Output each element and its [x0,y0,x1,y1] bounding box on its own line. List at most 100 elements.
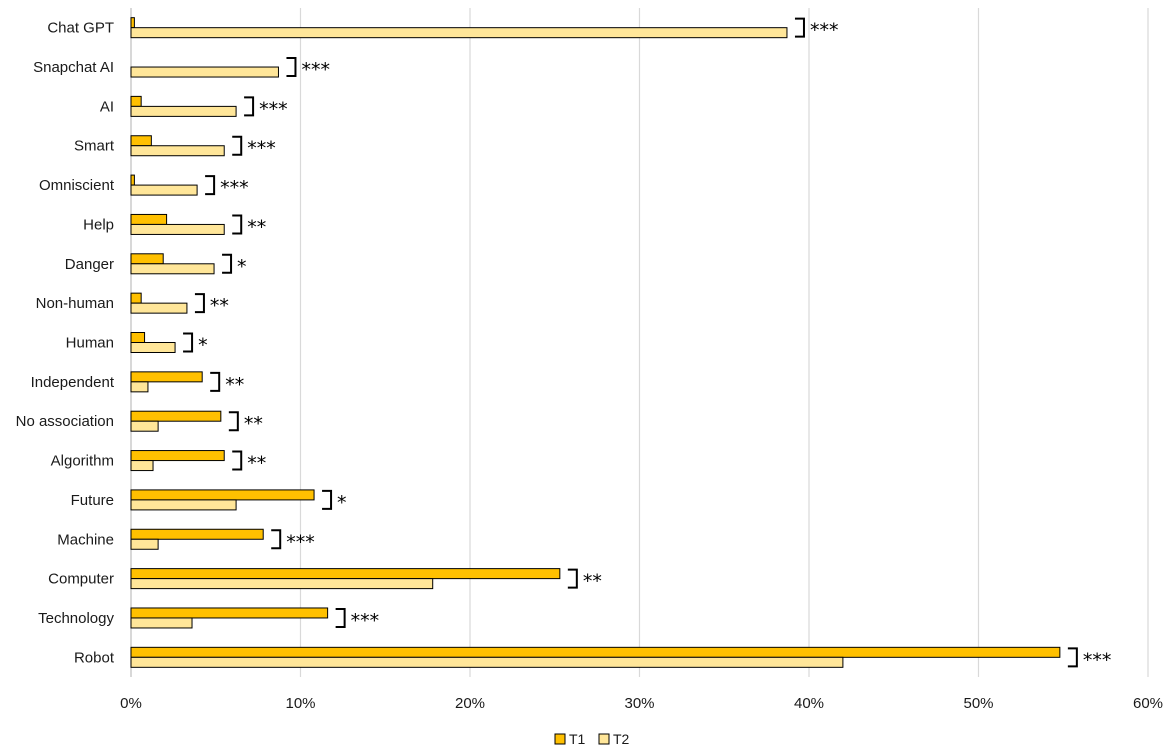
bar-t2 [130,263,215,275]
bar-t2 [130,578,434,590]
significance-bracket [232,135,243,156]
bar-t1 [130,95,142,107]
category-label: Computer [48,571,114,588]
x-tick-label: 50% [963,695,993,712]
x-tick-label: 40% [794,695,824,712]
significance-label: *** [259,98,288,120]
significance-label: ** [583,571,602,593]
bar-t2 [130,460,154,472]
gridlines [130,8,1149,677]
significance-label: * [337,492,347,514]
bar-t1 [130,253,164,265]
bar-t2 [130,105,237,117]
significance-bracket [222,253,233,274]
significance-label: *** [301,59,330,81]
bar-t2 [130,381,149,393]
bar-t2 [130,184,198,196]
bar-t2 [130,342,176,353]
x-tick-label: 30% [624,695,654,712]
bar-t1 [130,607,329,619]
bar-t2 [130,499,237,511]
significance-markers: *************************************** [183,17,1112,671]
category-label: Human [66,335,114,352]
bar-t1 [130,332,146,343]
x-tick-label: 10% [285,695,315,712]
bar-t2 [130,302,188,314]
bar-t2 [130,617,193,629]
significance-label: *** [351,610,380,632]
significance-label: ** [247,216,266,238]
bar-t1 [130,450,225,462]
category-label: Technology [38,610,114,627]
legend-label: T1 [569,731,586,747]
category-labels: Chat GPT Snapchat AI AI Smart Omniscient Help… [16,20,115,667]
category-label: Chat GPT [47,20,114,37]
legend-swatch-t2 [598,733,610,745]
category-label: Danger [65,256,114,273]
bar-t2 [130,538,159,550]
bar-t1 [130,135,152,147]
significance-bracket [286,57,297,78]
category-label: AI [100,98,114,115]
bar-t2 [130,223,225,235]
bar-t1 [130,213,168,225]
significance-bracket [567,568,578,589]
legend-swatch-t1 [554,733,566,745]
bar-t1 [130,528,264,540]
significance-label: *** [810,20,839,42]
significance-bracket [228,411,239,432]
significance-label: ** [210,295,229,317]
significance-bracket [335,607,346,628]
significance-bracket [271,529,282,550]
significance-bracket [794,17,805,38]
category-label: Robot [74,649,115,666]
significance-bracket [183,332,194,353]
significance-label: *** [220,177,249,199]
bar-t1 [130,489,315,501]
significance-bracket [1067,647,1078,668]
significance-label: ** [225,374,244,396]
category-label: Help [83,216,114,233]
significance-label: * [198,335,208,357]
category-label: Machine [57,531,114,548]
category-label: Snapchat AI [33,59,114,76]
category-label: Algorithm [51,453,114,470]
category-label: Smart [74,138,115,155]
significance-bracket [205,175,216,196]
bar-t1 [130,292,142,304]
x-tick-label: 60% [1133,695,1163,712]
significance-label: *** [286,531,315,553]
significance-label: * [237,256,247,278]
x-tick-label: 0% [120,695,142,712]
bar-t2 [130,66,279,78]
significance-bracket [232,450,243,471]
bar-t1 [130,371,203,383]
bar-t2 [130,420,159,432]
category-label: Omniscient [39,177,115,194]
significance-bracket [244,96,255,117]
significance-label: ** [244,413,263,435]
significance-bracket [210,371,221,392]
significance-bracket [322,489,333,510]
bar-t1 [130,174,135,186]
bar-t2 [130,145,225,157]
category-label: Future [71,492,114,509]
bar-t2 [130,656,844,668]
bar-t2 [130,27,788,39]
x-tick-labels: 0% 10% 20% 30% 40% 50% 60% [120,695,1163,712]
bar-t1 [130,410,222,422]
legend: T1 T2 [554,731,630,747]
significance-bracket [232,214,243,235]
bar-t1 [130,17,135,29]
significance-label: ** [247,453,266,475]
x-tick-label: 20% [455,695,485,712]
bar-t1 [130,568,561,580]
significance-bracket [194,293,205,314]
category-label: No association [16,413,114,430]
bars [130,17,1061,668]
bar-t1 [130,646,1061,658]
significance-label: *** [247,138,276,160]
significance-label: *** [1083,649,1112,671]
category-label: Independent [31,374,115,391]
